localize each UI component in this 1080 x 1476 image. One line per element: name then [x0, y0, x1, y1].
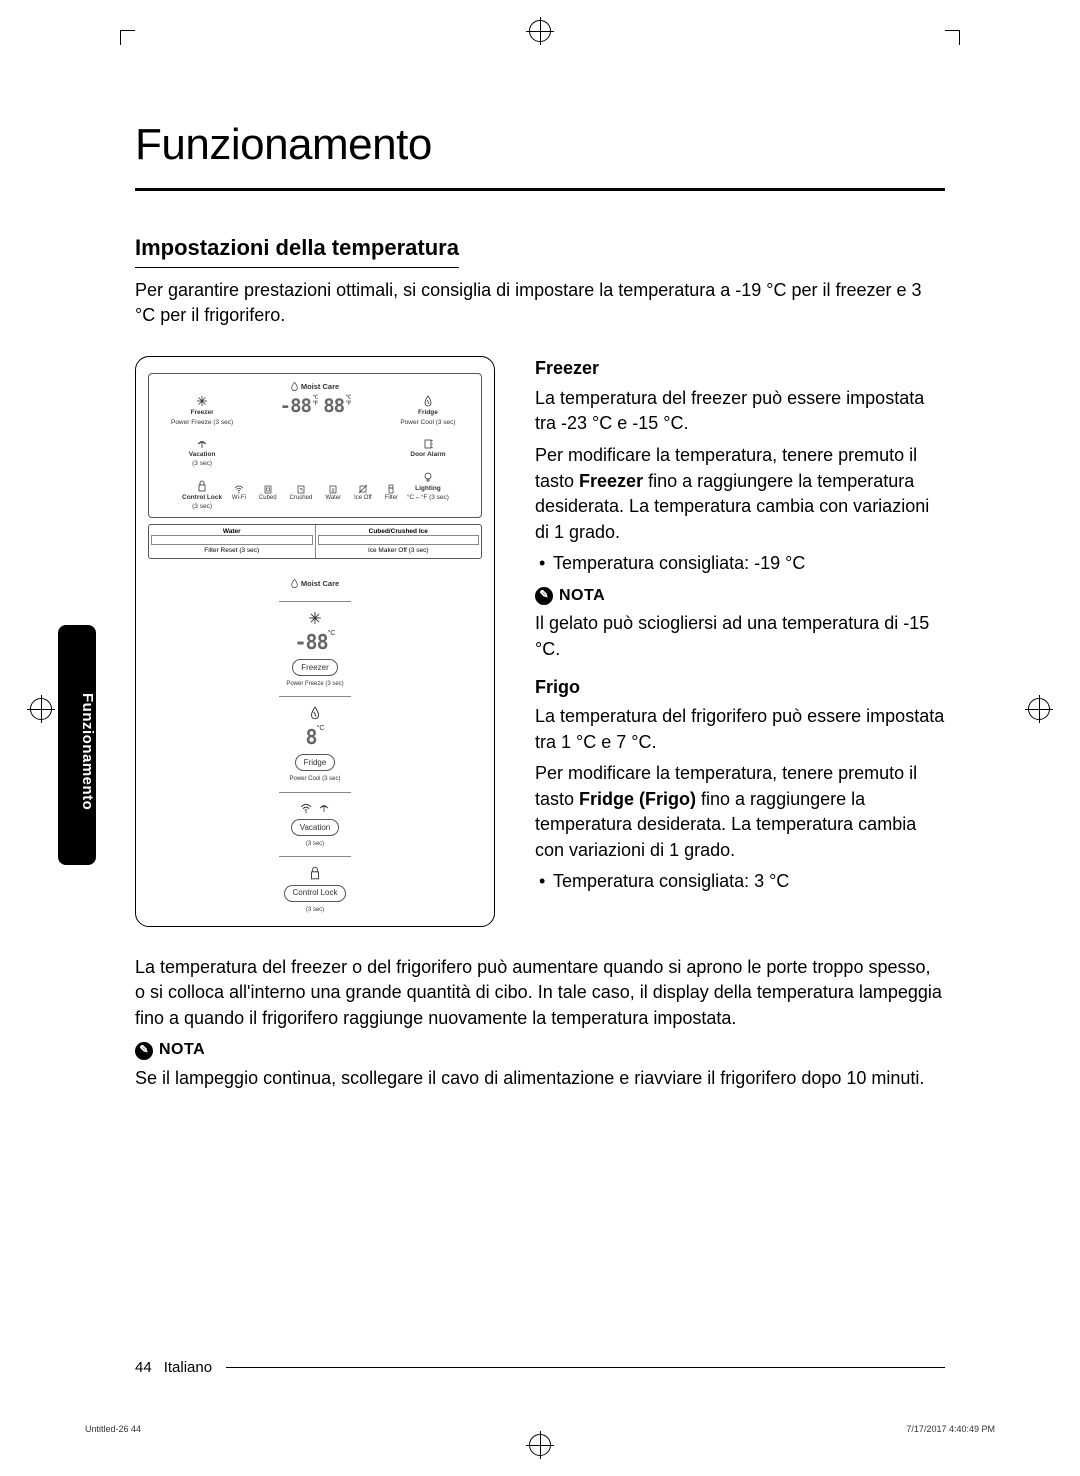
frigo-p1: La temperatura del frigorifero può esser… [535, 704, 945, 755]
wifi-vacation-icons [300, 802, 330, 814]
freezer-button[interactable]: Freezer [292, 659, 338, 676]
vacation-sub-v: (3 sec) [306, 841, 324, 848]
bottom-strip: Water Filter Reset (3 sec) Cubed/Crushed… [148, 524, 482, 558]
icon-row: Wi-Fi Cubed Crushed Water Ice Off Filter [225, 482, 404, 503]
wifi-icon: Wi-Fi [232, 484, 246, 501]
cubed-icon: Cubed [259, 484, 277, 501]
snowflake-icon [308, 611, 322, 625]
two-column-layout: Moist Care Freezer Power Freeze (3 sec) … [135, 356, 945, 926]
page-title: Funzionamento [135, 120, 945, 170]
registration-mark-left [30, 698, 52, 720]
fridge-temp-digits: 88 °C°F [323, 395, 350, 417]
title-rule [135, 188, 945, 191]
footer-rule [226, 1367, 945, 1368]
page-footer: 44 Italiano [135, 1359, 945, 1376]
control-sub-v: (3 sec) [306, 907, 324, 914]
door-alarm-icon [422, 439, 434, 449]
freezer-heading: Freezer [535, 356, 945, 382]
moist-care-label-v: Moist Care [291, 579, 339, 588]
registration-mark-right [1028, 698, 1050, 720]
nota-row: ✎ NOTA [535, 585, 945, 608]
after-nota-text: Se il lampeggio continua, scollegare il … [135, 1066, 945, 1092]
freezer-sub-v: Power Freeze (3 sec) [286, 681, 343, 688]
page-number: 44 [135, 1359, 152, 1376]
vacation-icon [196, 439, 208, 449]
nota-row-after: ✎ NOTA [135, 1039, 945, 1062]
water-icon: Water [325, 484, 341, 501]
cool-icon [308, 706, 322, 720]
frigo-bullet: Temperatura consigliata: 3 °C [535, 869, 945, 895]
registration-mark-bottom [529, 1434, 551, 1456]
nota-label-after: NOTA [159, 1039, 205, 1062]
frigo-heading: Frigo [535, 675, 945, 701]
temp-display-center: -88 °C°F 88 °C°F [249, 395, 381, 417]
page-content: Funzionamento Funzionamento Impostazioni… [135, 120, 945, 1376]
page-language: Italiano [164, 1359, 212, 1376]
fridge-sub-v: Power Cool (3 sec) [289, 776, 340, 783]
fridge-temp-v: 8 [306, 725, 317, 749]
display-vertical: Moist Care -88°C Freezer Power Freeze (3… [279, 579, 351, 914]
section-heading: Impostazioni della temperatura [135, 235, 459, 261]
side-tab: Funzionamento [58, 625, 96, 865]
panel-outline: Moist Care Freezer Power Freeze (3 sec) … [135, 356, 495, 926]
print-file: Untitled-26 44 [85, 1424, 141, 1434]
freezer-temp-v: -88 [295, 630, 328, 654]
print-footer: Untitled-26 44 7/17/2017 4:40:49 PM [85, 1424, 995, 1434]
drop-icon [291, 579, 298, 588]
lock-icon [309, 866, 321, 880]
freezer-p1: La temperatura del freezer può essere im… [535, 386, 945, 437]
cool-icon [422, 395, 434, 407]
drop-icon [291, 382, 298, 391]
crushed-icon: Crushed [290, 484, 313, 501]
snowflake-icon [196, 395, 208, 407]
control-panel-figure: Moist Care Freezer Power Freeze (3 sec) … [135, 356, 495, 926]
wifi-icon [300, 802, 312, 814]
note-icon: ✎ [135, 1042, 153, 1060]
frigo-p2: Per modificare la temperatura, tenere pr… [535, 761, 945, 863]
lighting-icon [423, 471, 433, 483]
freezer-temp-digits: -88 °C°F [280, 395, 318, 417]
moist-care-label: Moist Care [155, 382, 475, 391]
after-section: La temperatura del freezer o del frigori… [135, 955, 945, 1092]
ice-strip: Cubed/Crushed Ice Ice Maker Off (3 sec) [316, 525, 482, 557]
display-horizontal: Moist Care Freezer Power Freeze (3 sec) … [148, 373, 482, 518]
nota-label: NOTA [559, 585, 605, 608]
print-timestamp: 7/17/2017 4:40:49 PM [906, 1424, 995, 1434]
crop-mark [120, 30, 135, 45]
ice-off-icon: Ice Off [354, 484, 372, 501]
freezer-bullet: Temperatura consigliata: -19 °C [535, 551, 945, 577]
intro-paragraph: Per garantire prestazioni ottimali, si c… [135, 278, 945, 328]
registration-mark-top [529, 20, 551, 42]
vacation-button[interactable]: Vacation [291, 819, 340, 836]
note-icon: ✎ [535, 587, 553, 605]
control-lock-button[interactable]: Control Lock [284, 885, 347, 902]
right-text-column: Freezer La temperatura del freezer può e… [535, 356, 945, 926]
filter-icon: Filter [385, 484, 398, 501]
fridge-button[interactable]: Fridge [295, 754, 336, 771]
vacation-icon [318, 802, 330, 814]
freezer-nota-text: Il gelato può sciogliersi ad una tempera… [535, 611, 945, 662]
after-para: La temperatura del freezer o del frigori… [135, 955, 945, 1032]
crop-mark [945, 30, 960, 45]
freezer-p2: Per modificare la temperatura, tenere pr… [535, 443, 945, 545]
water-strip: Water Filter Reset (3 sec) [149, 525, 316, 557]
